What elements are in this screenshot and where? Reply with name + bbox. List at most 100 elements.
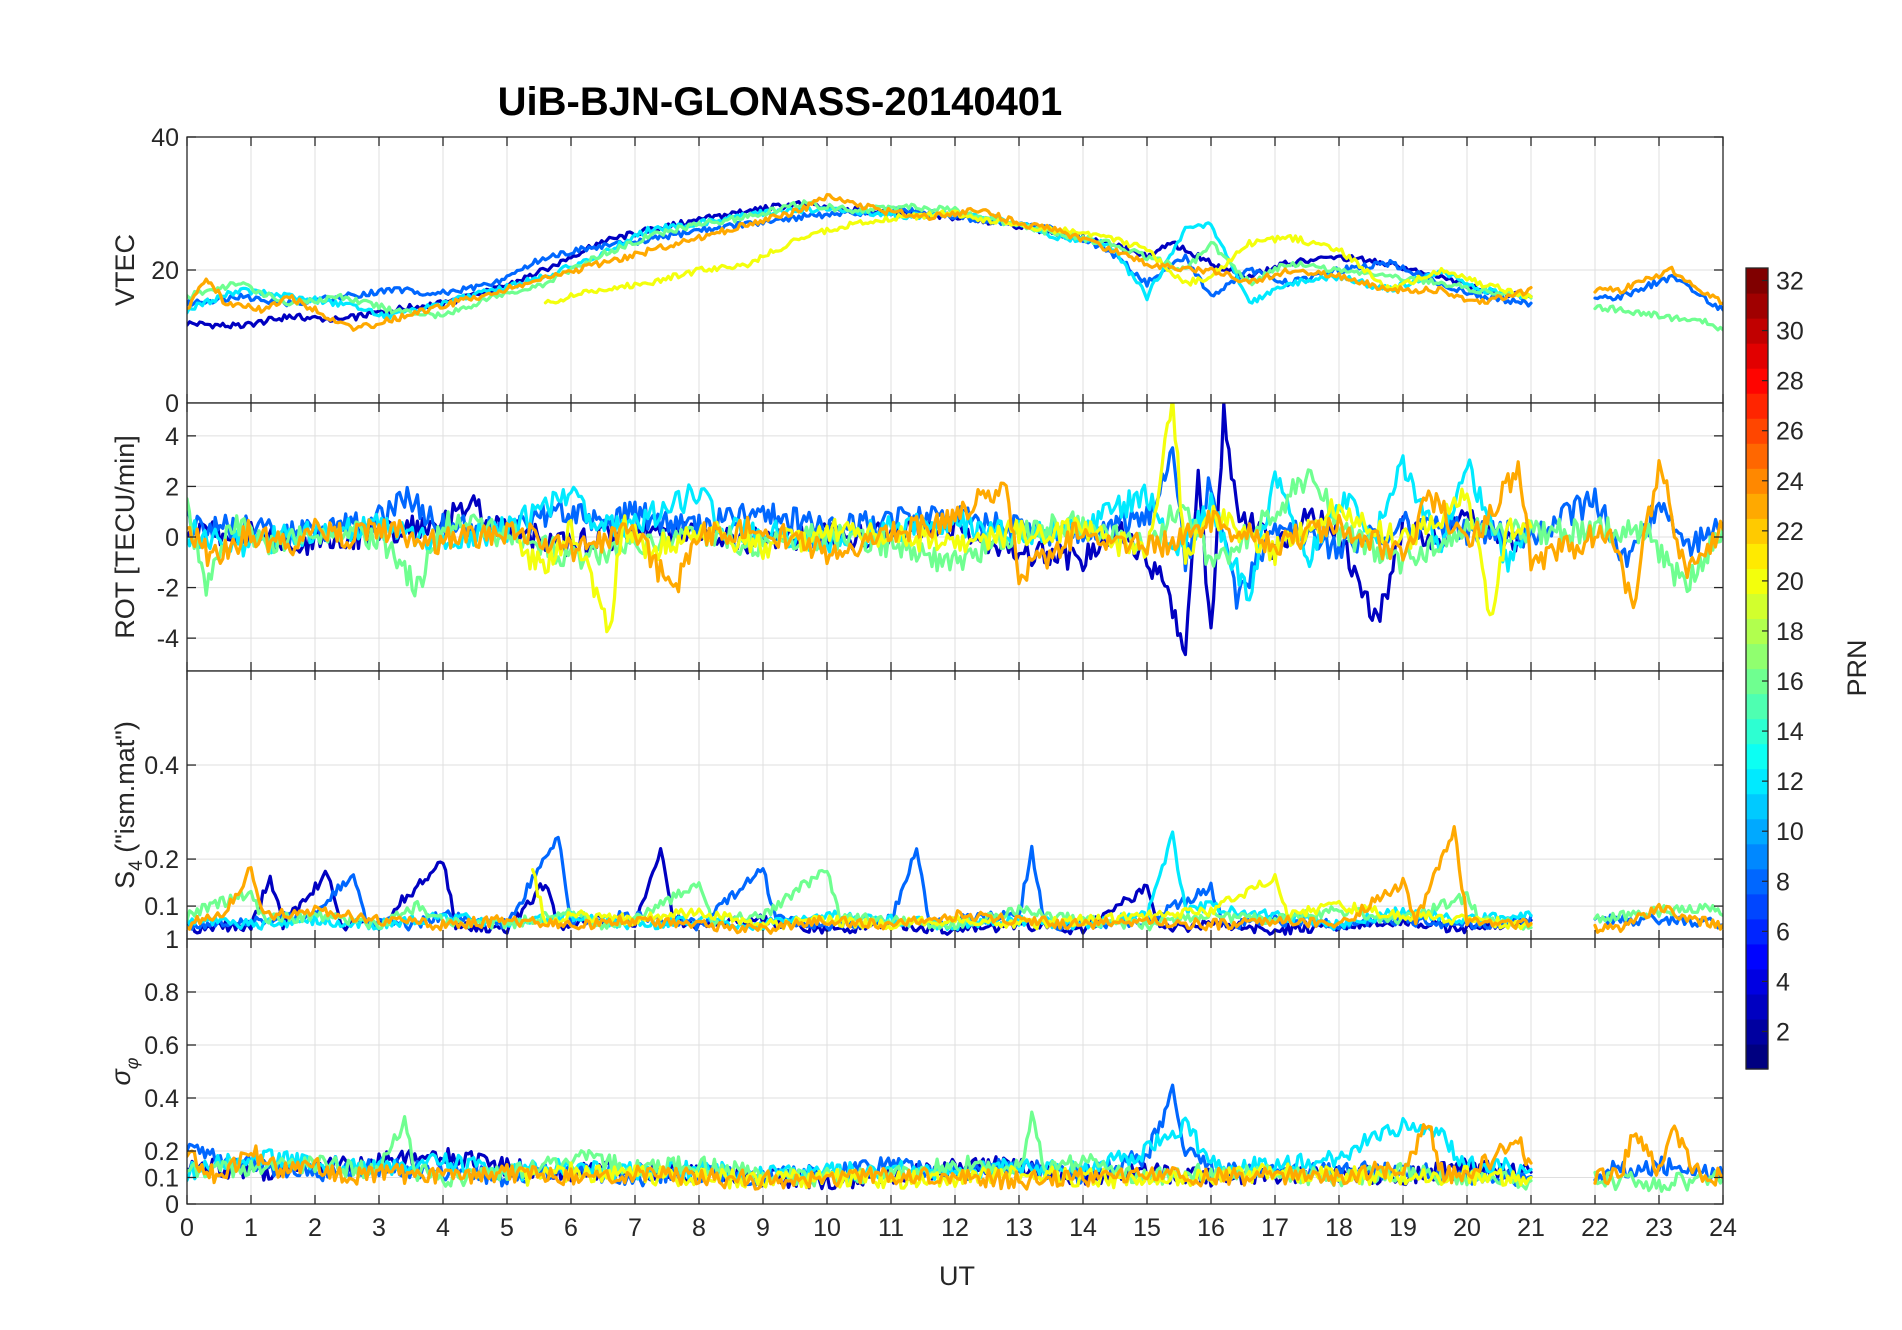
colorbar-swatch <box>1746 343 1768 369</box>
colorbar-label: PRN <box>1842 639 1872 696</box>
series-line-prn-23 <box>187 193 1723 332</box>
colorbar-tick-label: 8 <box>1776 868 1790 896</box>
y-axis-label-main: σ <box>106 1068 136 1086</box>
colorbar-swatch <box>1746 443 1768 469</box>
y-tick-label: 0 <box>165 390 179 418</box>
x-tick-label: 24 <box>1709 1214 1737 1242</box>
colorbar-tick-label: 2 <box>1776 1018 1790 1046</box>
y-axis-label-sub: 4 <box>126 860 147 871</box>
y-tick-label: 0.4 <box>144 1085 179 1113</box>
tick-marks <box>186 403 1724 671</box>
colorbar-tick-label: 26 <box>1776 418 1804 446</box>
series-line-prn-23 <box>187 459 1723 610</box>
y-tick-label: 1 <box>165 926 179 954</box>
colorbar-tick-label: 10 <box>1776 818 1804 846</box>
y-axis-label: ROT [TECU/min] <box>110 435 140 639</box>
series-line-prn-23 <box>187 1123 1723 1191</box>
y-tick-label: 20 <box>151 257 179 285</box>
x-tick-label: 0 <box>180 1214 194 1242</box>
x-tick-label: 17 <box>1261 1214 1289 1242</box>
x-tick-label: 7 <box>628 1214 642 1242</box>
x-tick-label: 13 <box>1005 1214 1033 1242</box>
colorbar-swatch <box>1746 368 1768 394</box>
colorbar-tick-label: 14 <box>1776 718 1804 746</box>
colorbar-tick-label: 20 <box>1776 568 1804 596</box>
x-tick-label: 9 <box>756 1214 770 1242</box>
colorbar-tick-label: 30 <box>1776 318 1804 346</box>
colorbar-swatch <box>1746 593 1768 620</box>
y-tick-label: 0.8 <box>144 979 179 1007</box>
colorbar-swatch <box>1746 993 1768 1020</box>
y-tick-label: 0.4 <box>144 752 179 780</box>
colorbar-tick-label: 18 <box>1776 618 1804 646</box>
colorbar-swatch <box>1746 293 1768 319</box>
x-tick-label: 1 <box>244 1214 258 1242</box>
y-tick-label: 4 <box>165 423 179 451</box>
y-axis-label-sub: φ <box>122 1057 142 1069</box>
y-tick-label: 0.2 <box>144 1138 179 1166</box>
colorbar-swatch <box>1746 618 1768 645</box>
x-tick-label: 10 <box>813 1214 841 1242</box>
colorbar-tick-label: 22 <box>1776 518 1804 546</box>
x-tick-label: 5 <box>500 1214 514 1242</box>
colorbar-tick-label: 4 <box>1776 968 1790 996</box>
grid-lines <box>186 403 1724 671</box>
y-axis-label-main: S <box>110 871 140 889</box>
x-tick-label: 11 <box>878 1214 904 1242</box>
colorbar-swatch <box>1746 1018 1768 1045</box>
series-group <box>187 825 1723 936</box>
colorbar-swatch <box>1746 568 1768 595</box>
y-tick-label: -2 <box>157 575 179 603</box>
y-axis-label: VTEC <box>110 234 140 306</box>
tick-marks <box>186 671 1724 939</box>
colorbar-tick-label: 32 <box>1776 268 1804 296</box>
x-tick-label: 16 <box>1197 1214 1225 1242</box>
colorbar-swatch <box>1746 418 1768 444</box>
grid-lines <box>186 671 1724 939</box>
x-tick-label: 20 <box>1453 1214 1481 1242</box>
colorbar-tick-label: 12 <box>1776 768 1804 796</box>
x-tick-label: 12 <box>941 1214 969 1242</box>
y-tick-label: 40 <box>151 124 179 152</box>
chart-title: UiB-BJN-GLONASS-20140401 <box>498 80 1063 124</box>
colorbar-swatch <box>1746 768 1768 795</box>
series-line-prn-16 <box>187 199 1723 332</box>
colorbar-tick-label: 16 <box>1776 668 1804 696</box>
x-tick-label: 15 <box>1133 1214 1161 1242</box>
y-tick-label: 0.2 <box>144 846 179 874</box>
colorbar-swatch <box>1746 843 1768 870</box>
y-tick-label: 0 <box>165 524 179 552</box>
y-tick-label: -4 <box>157 625 179 653</box>
x-tick-label: 4 <box>436 1214 450 1242</box>
colorbar-swatch <box>1746 1043 1768 1070</box>
y-tick-label: 0.6 <box>144 1032 179 1060</box>
x-tick-label: 21 <box>1517 1214 1545 1242</box>
colorbar-swatch <box>1746 943 1768 970</box>
series-line-prn-20 <box>543 209 1533 305</box>
colorbar-swatch <box>1746 818 1768 845</box>
colorbar-swatch <box>1746 493 1768 519</box>
colorbar-tick-label: 24 <box>1776 468 1804 496</box>
x-tick-label: 19 <box>1389 1214 1417 1242</box>
y-tick-label: 0 <box>165 1191 179 1219</box>
series-line-prn-20 <box>518 403 1533 634</box>
x-tick-label: 6 <box>564 1214 578 1242</box>
panel-s4: 0.1 0.2 0.4 1 S4 ("ism.mat") <box>110 670 1724 954</box>
colorbar-swatch <box>1746 968 1768 995</box>
x-tick-label: 14 <box>1069 1214 1097 1242</box>
colorbar-swatch <box>1746 743 1768 770</box>
colorbar-swatch <box>1746 268 1768 294</box>
y-axis-label-rest: ("ism.mat") <box>110 721 140 860</box>
colorbar-swatch <box>1746 393 1768 419</box>
panel-vtec: 20 40 VTEC <box>110 124 1724 404</box>
x-tick-label: 23 <box>1645 1214 1673 1242</box>
x-tick-label: 3 <box>372 1214 386 1242</box>
panel-rot: -4 -2 0 2 4 0 ROT [TECU/min] <box>110 390 1724 672</box>
x-tick-label: 18 <box>1325 1214 1353 1242</box>
tick-marks <box>186 136 1724 403</box>
colorbar-swatch <box>1746 518 1768 544</box>
series-group <box>187 1083 1723 1193</box>
